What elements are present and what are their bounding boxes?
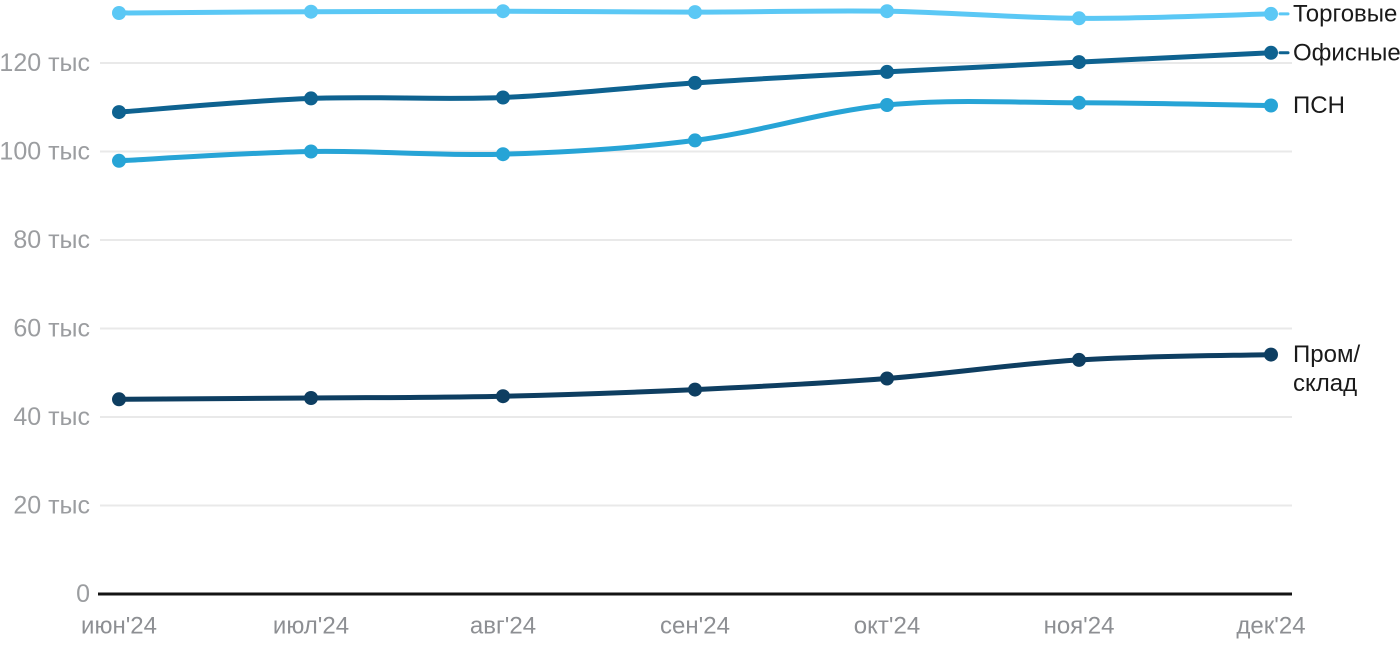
data-point-Офисные-июл'24 <box>304 91 318 106</box>
data-point-Пром/склад-авг'24 <box>496 389 510 404</box>
data-point-ПСН-июл'24 <box>304 144 318 159</box>
data-point-ПСН-дек'24 <box>1264 98 1278 113</box>
series-ПСН: ПСН <box>112 92 1345 168</box>
data-point-Офисные-сен'24 <box>688 75 702 90</box>
data-point-ПСН-ноя'24 <box>1072 95 1086 110</box>
data-point-Пром/склад-дек'24 <box>1264 347 1278 362</box>
series-label-ПСН: ПСН <box>1293 92 1345 119</box>
data-point-ПСН-окт'24 <box>880 98 894 112</box>
series-label-Офисные: Офисные <box>1293 39 1400 66</box>
data-point-Торговые-дек'24 <box>1264 6 1278 21</box>
data-point-Офисные-ноя'24 <box>1072 55 1086 70</box>
data-point-Пром/склад-июн'24 <box>112 392 126 407</box>
data-point-Торговые-июл'24 <box>304 4 318 19</box>
data-point-Офисные-дек'24 <box>1264 45 1278 60</box>
data-point-Торговые-ноя'24 <box>1072 11 1086 26</box>
x-tick-label-1: июн'24 <box>81 613 157 640</box>
series-label-Торговые: Торговые <box>1293 0 1397 27</box>
y-tick-label-40: 40 тыс <box>13 403 90 431</box>
data-point-Пром/склад-сен'24 <box>688 382 702 397</box>
x-tick-label-3: авг'24 <box>470 613 536 640</box>
series-label-Пром/склад-line2: склад <box>1293 370 1357 397</box>
y-tick-label-20: 20 тыс <box>13 492 90 520</box>
x-tick-label-7: дек'24 <box>1236 613 1305 640</box>
x-tick-label-6: ноя'24 <box>1044 613 1115 640</box>
data-point-Торговые-сен'24 <box>688 5 702 20</box>
x-tick-label-4: сен'24 <box>660 613 730 640</box>
y-tick-label-100: 100 тыс <box>0 138 90 166</box>
data-point-Торговые-июн'24 <box>112 6 126 20</box>
y-tick-label-120: 120 тыс <box>0 49 90 77</box>
y-tick-label-60: 60 тыс <box>13 315 90 343</box>
data-point-Пром/склад-ноя'24 <box>1072 352 1086 367</box>
data-point-Пром/склад-окт'24 <box>880 371 894 386</box>
data-point-Офисные-июн'24 <box>112 105 126 120</box>
series-Пром/склад: Пром/склад <box>112 341 1360 407</box>
series-label-Пром/склад-line1: Пром/ <box>1293 341 1360 368</box>
y-tick-label-80: 80 тыс <box>13 226 90 254</box>
data-point-Торговые-авг'24 <box>496 4 510 19</box>
x-tick-label-2: июл'24 <box>273 613 349 640</box>
data-point-Пром/склад-июл'24 <box>304 391 318 405</box>
x-tick-label-5: окт'24 <box>854 613 920 640</box>
series-Офисные: Офисные <box>112 39 1400 120</box>
data-point-Торговые-окт'24 <box>880 4 894 19</box>
y-tick-label-0: 0 <box>76 580 90 608</box>
data-point-ПСН-авг'24 <box>496 147 510 162</box>
series-Торговые: Торговые <box>112 0 1397 27</box>
data-point-ПСН-июн'24 <box>112 153 126 168</box>
data-point-Офисные-авг'24 <box>496 90 510 105</box>
data-point-Офисные-окт'24 <box>880 64 894 79</box>
data-point-ПСН-сен'24 <box>688 133 702 148</box>
